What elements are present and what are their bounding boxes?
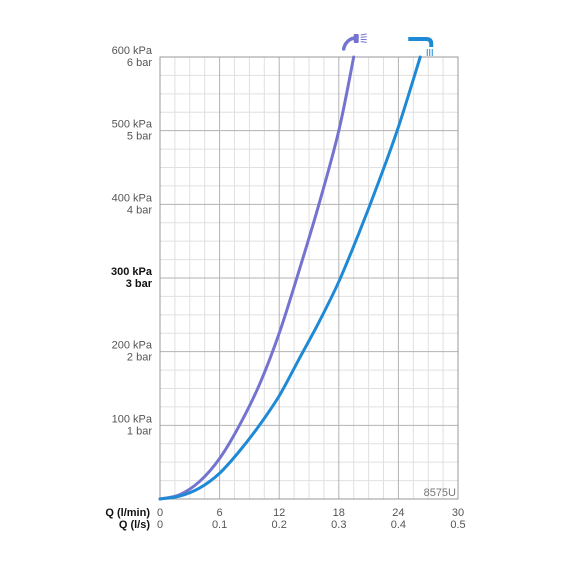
icon-layer: [341, 33, 434, 56]
x-tick-label-lmin: 24: [392, 507, 404, 519]
x-tick-label-lmin: 0: [157, 507, 163, 519]
y-tick-label-bar: 3 bar: [126, 278, 153, 290]
y-tick-label-bar: 2 bar: [127, 352, 152, 364]
x-tick-label-lmin: 18: [333, 507, 345, 519]
x-tick-label-ls: 0: [157, 519, 163, 531]
x-tick-label-lmin: 30: [452, 507, 464, 519]
y-tick-label-kpa: 100 kPa: [112, 413, 153, 425]
y-tick-label-kpa: 400 kPa: [112, 192, 153, 204]
model-code-label: 8575U: [424, 487, 456, 499]
x-tick-label-ls: 0.2: [272, 519, 287, 531]
hand-shower-icon: [341, 33, 367, 51]
series-line-1: [158, 55, 356, 501]
x-axis-name-ls: Q (l/s): [119, 519, 151, 531]
y-tick-label-bar: 4 bar: [127, 204, 152, 216]
x-tick-label-ls: 0.5: [450, 519, 465, 531]
x-tick-labels: 0 6 12 18 24 30 0 0.1 0.2 0.3 0.4 0.5: [157, 507, 466, 531]
x-tick-label-ls: 0.3: [331, 519, 346, 531]
y-tick-label-bar: 1 bar: [127, 425, 152, 437]
y-tick-label-bar: 6 bar: [127, 57, 152, 69]
series-line-2: [158, 55, 422, 501]
series-layer: [158, 55, 422, 501]
x-tick-label-ls: 0.4: [391, 519, 406, 531]
x-tick-label-ls: 0.1: [212, 519, 227, 531]
bath-spout-icon: [408, 37, 434, 56]
y-tick-label-kpa: 200 kPa: [112, 340, 153, 352]
y-tick-label-kpa: 500 kPa: [112, 119, 153, 131]
x-tick-label-lmin: 12: [273, 507, 285, 519]
y-tick-label-kpa: 600 kPa: [112, 45, 153, 57]
y-tick-label-bar: 5 bar: [127, 131, 152, 143]
y-tick-label-kpa: 300 kPa: [111, 266, 153, 278]
plot-frame: [159, 56, 459, 500]
x-axis-name-lmin: Q (l/min): [105, 507, 150, 519]
x-tick-label-lmin: 6: [217, 507, 223, 519]
